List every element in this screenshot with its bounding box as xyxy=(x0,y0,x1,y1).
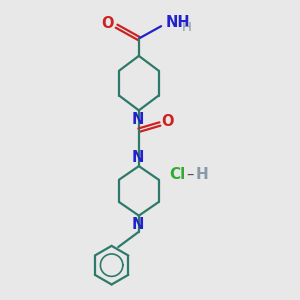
Text: Cl: Cl xyxy=(170,167,186,182)
Text: NH: NH xyxy=(166,15,191,30)
Text: O: O xyxy=(161,114,174,129)
Text: –: – xyxy=(186,167,193,182)
Text: H: H xyxy=(182,21,192,34)
Text: N: N xyxy=(131,217,144,232)
Text: N: N xyxy=(131,112,144,127)
Text: H: H xyxy=(196,167,208,182)
Text: N: N xyxy=(131,150,144,165)
Text: O: O xyxy=(102,16,114,31)
